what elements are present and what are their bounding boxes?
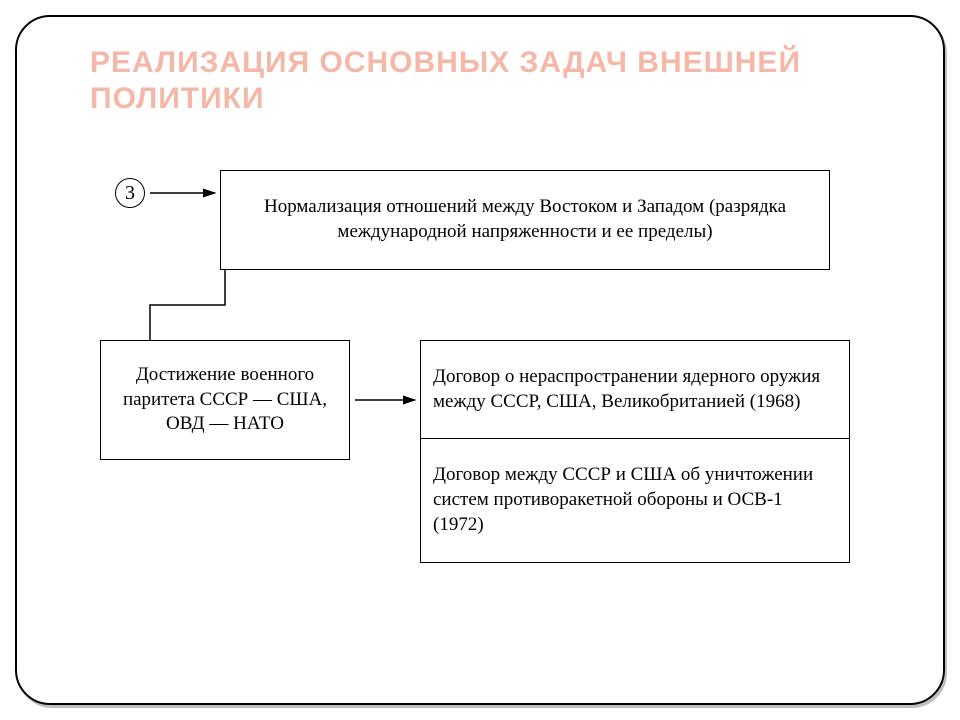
node-parity-text: Достижение военного паритета СССР — США,… [113, 363, 337, 437]
node-treaty-1972-text: Договор между СССР и США об уничтожении … [433, 463, 837, 537]
slide-title: РЕАЛИЗАЦИЯ ОСНОВНЫХ ЗАДАЧ ВНЕШНЕЙ ПОЛИТИ… [90, 45, 840, 117]
node-main: Нормализация отношений между Востоком и … [220, 170, 830, 270]
node-parity: Достижение военного паритета СССР — США,… [100, 340, 350, 460]
step-marker-label: 3 [125, 182, 135, 205]
diagram-area: 3 Нормализация отношений между Востоком … [90, 170, 880, 620]
node-treaty-1972: Договор между СССР и США об уничтожении … [420, 438, 850, 563]
connector-main-to-parity [150, 270, 225, 340]
node-treaty-1968-text: Договор о нераспространении ядерного ору… [433, 365, 837, 414]
node-main-text: Нормализация отношений между Востоком и … [233, 195, 817, 244]
node-treaty-1968: Договор о нераспространении ядерного ору… [420, 340, 850, 440]
step-marker: 3 [115, 178, 145, 208]
